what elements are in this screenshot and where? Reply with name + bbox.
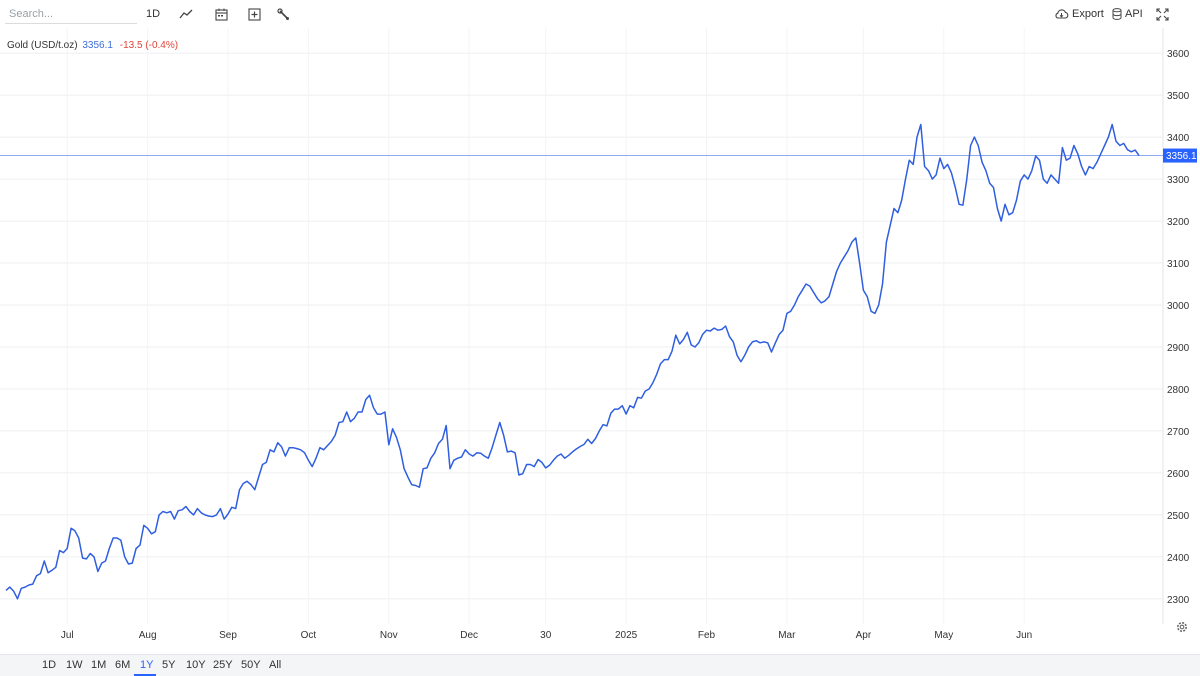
x-tick-label: Mar [778, 630, 796, 641]
interval-button[interactable]: 1D [141, 4, 165, 24]
last-price-label: 3356.1 [1163, 148, 1197, 163]
y-tick-label: 3300 [1167, 175, 1190, 186]
y-tick-label: 2800 [1167, 385, 1190, 396]
x-tick-label: Aug [139, 630, 157, 641]
export-button[interactable]: Export [1054, 4, 1104, 24]
range-selector: 1D 1W 1M 6M 1Y 5Y 10Y 25Y 50Y All [0, 654, 1200, 676]
x-tick-label: Dec [460, 630, 478, 641]
api-label: API [1125, 8, 1143, 20]
api-button[interactable]: API [1112, 4, 1143, 24]
range-1d-button[interactable]: 1D [42, 659, 57, 671]
x-tick-label: Feb [698, 630, 716, 641]
legend-change: -13.5 (-0.4%) [119, 40, 179, 51]
x-axis-ticks: Jul Aug Sep Oct Nov Dec 30 2025 Feb Mar Apr May Jun [61, 630, 1032, 641]
x-tick-label: 2025 [615, 630, 638, 641]
range-6m-button[interactable]: 6M [115, 659, 131, 671]
wrench-icon[interactable] [273, 4, 293, 24]
y-tick-label: 2900 [1167, 343, 1190, 354]
x-grid [66, 28, 1025, 624]
y-tick-label: 3600 [1167, 49, 1190, 60]
interval-label: 1D [145, 8, 161, 20]
y-tick-label: 3100 [1167, 259, 1190, 270]
y-tick-label: 2600 [1167, 469, 1190, 480]
x-tick-label: Apr [856, 630, 872, 641]
range-10y-button[interactable]: 10Y [186, 659, 206, 671]
expand-icon[interactable] [1153, 4, 1171, 24]
y-tick-label: 3000 [1167, 301, 1190, 312]
legend-series-name: Gold (USD/t.oz) [7, 40, 78, 51]
y-tick-label: 2700 [1167, 427, 1190, 438]
y-tick-label: 3400 [1167, 133, 1190, 144]
y-tick-label: 3500 [1167, 91, 1190, 102]
x-tick-label: May [934, 630, 953, 641]
x-tick-label: 30 [540, 630, 552, 641]
toolbar: 1D Export API [0, 0, 1200, 28]
range-all-button[interactable]: All [269, 659, 282, 671]
legend-price: 3356.1 [82, 40, 113, 51]
cloud-download-icon [1055, 9, 1069, 19]
y-tick-label: 2300 [1167, 595, 1190, 606]
database-icon [1112, 8, 1122, 20]
x-tick-label: Jul [61, 630, 74, 641]
y-tick-label: 2400 [1167, 553, 1190, 564]
range-1y-button[interactable]: 1Y [140, 659, 154, 671]
x-tick-label: Nov [380, 630, 398, 641]
range-25y-button[interactable]: 25Y [213, 659, 233, 671]
y-tick-label: 3200 [1167, 217, 1190, 228]
export-label: Export [1072, 8, 1104, 20]
x-tick-label: Oct [301, 630, 317, 641]
x-tick-label: Jun [1016, 630, 1032, 641]
range-1w-button[interactable]: 1W [66, 659, 83, 671]
range-50y-button[interactable]: 50Y [241, 659, 261, 671]
gear-icon[interactable] [1175, 620, 1189, 634]
chart-legend: Gold (USD/t.oz) 3356.1 -13.5 (-0.4%) [7, 40, 178, 51]
range-1m-button[interactable]: 1M [91, 659, 107, 671]
last-price-label-bg [1163, 148, 1197, 163]
line-chart-icon[interactable] [176, 4, 196, 24]
grid [0, 52, 1163, 600]
calendar-icon[interactable] [211, 4, 231, 24]
y-axis-ticks: 2300 2400 2500 2600 2700 2800 2900 3000 3100 3200… [1167, 49, 1190, 606]
add-indicator-icon[interactable] [244, 4, 264, 24]
last-price-label-text: 3356.1 [1166, 151, 1197, 162]
x-tick-label: Sep [219, 630, 237, 641]
gold-price-line [5, 123, 1140, 600]
y-tick-label: 2500 [1167, 511, 1190, 522]
search-input[interactable] [5, 5, 137, 24]
price-chart[interactable]: 2300 2400 2500 2600 2700 2800 2900 3000 3100 3200… [0, 28, 1200, 652]
range-5y-button[interactable]: 5Y [162, 659, 176, 671]
